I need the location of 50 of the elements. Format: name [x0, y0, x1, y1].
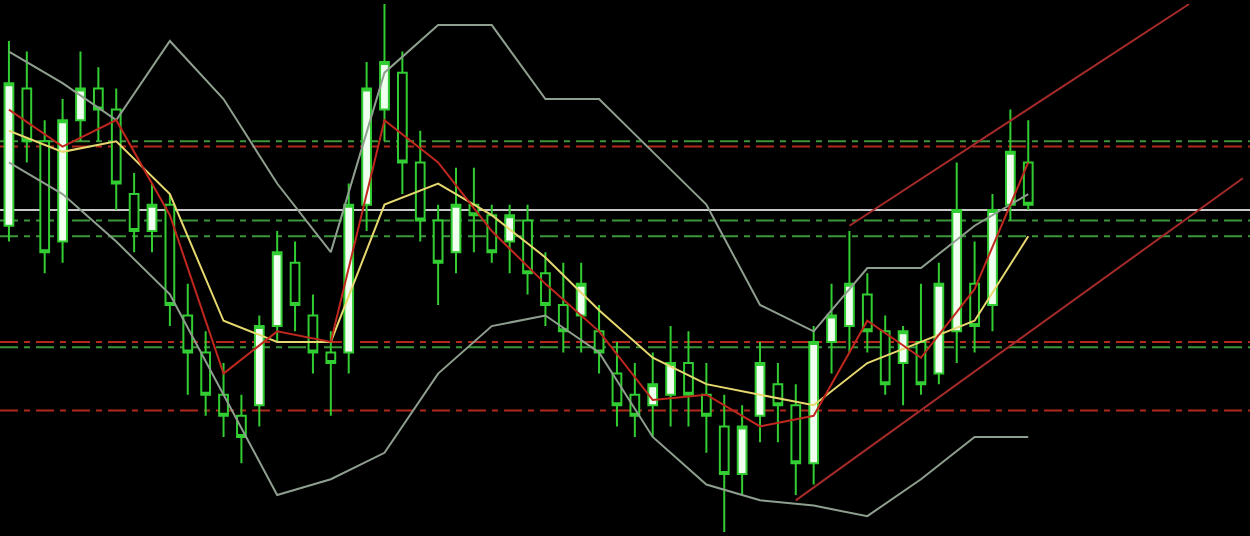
candlestick	[343, 182, 355, 375]
candlestick	[772, 362, 784, 444]
candlestick	[951, 161, 963, 365]
candlestick	[790, 383, 802, 497]
candlestick	[289, 240, 301, 333]
candlestick	[432, 203, 444, 306]
candlestick	[200, 330, 212, 417]
candlestick	[861, 272, 873, 354]
candlestick	[128, 171, 140, 254]
candlestick	[379, 4, 390, 143]
candlestick	[575, 261, 587, 354]
candlestick	[146, 182, 158, 254]
candlestick	[218, 362, 229, 438]
candlestick	[21, 50, 33, 164]
candlestick	[504, 203, 516, 275]
candlestick	[307, 293, 319, 375]
candlestick	[540, 251, 551, 328]
candlestick	[182, 282, 194, 396]
candlestick	[253, 314, 265, 428]
candlestick	[700, 362, 712, 454]
candlestick	[110, 87, 122, 211]
candlestick	[933, 261, 945, 386]
candlestick	[593, 303, 605, 375]
candlestick	[57, 98, 68, 264]
candlestick	[826, 282, 837, 375]
candlestick	[665, 325, 676, 428]
candlestick	[75, 50, 86, 143]
candlestick	[92, 66, 104, 143]
candlestick	[754, 340, 766, 444]
candlestick	[39, 119, 51, 275]
candlestick	[736, 404, 748, 497]
candlestick	[683, 330, 694, 428]
candlestick	[611, 340, 623, 428]
candlestick	[450, 166, 462, 275]
candlestick	[879, 314, 891, 396]
candlestick	[396, 50, 408, 196]
candlestick	[414, 129, 426, 243]
candlestick	[808, 325, 820, 486]
candlestick	[3, 39, 15, 243]
candlestick	[325, 330, 337, 417]
candlestick	[844, 230, 855, 354]
candlestick	[1022, 119, 1034, 211]
candlestick	[557, 261, 569, 354]
candlestick	[647, 351, 659, 438]
candlestick	[1005, 108, 1016, 222]
candlestick	[271, 230, 283, 343]
candlestick	[897, 325, 909, 407]
candlestick	[486, 203, 498, 264]
candlestick	[522, 203, 533, 296]
candlestick	[915, 282, 927, 396]
